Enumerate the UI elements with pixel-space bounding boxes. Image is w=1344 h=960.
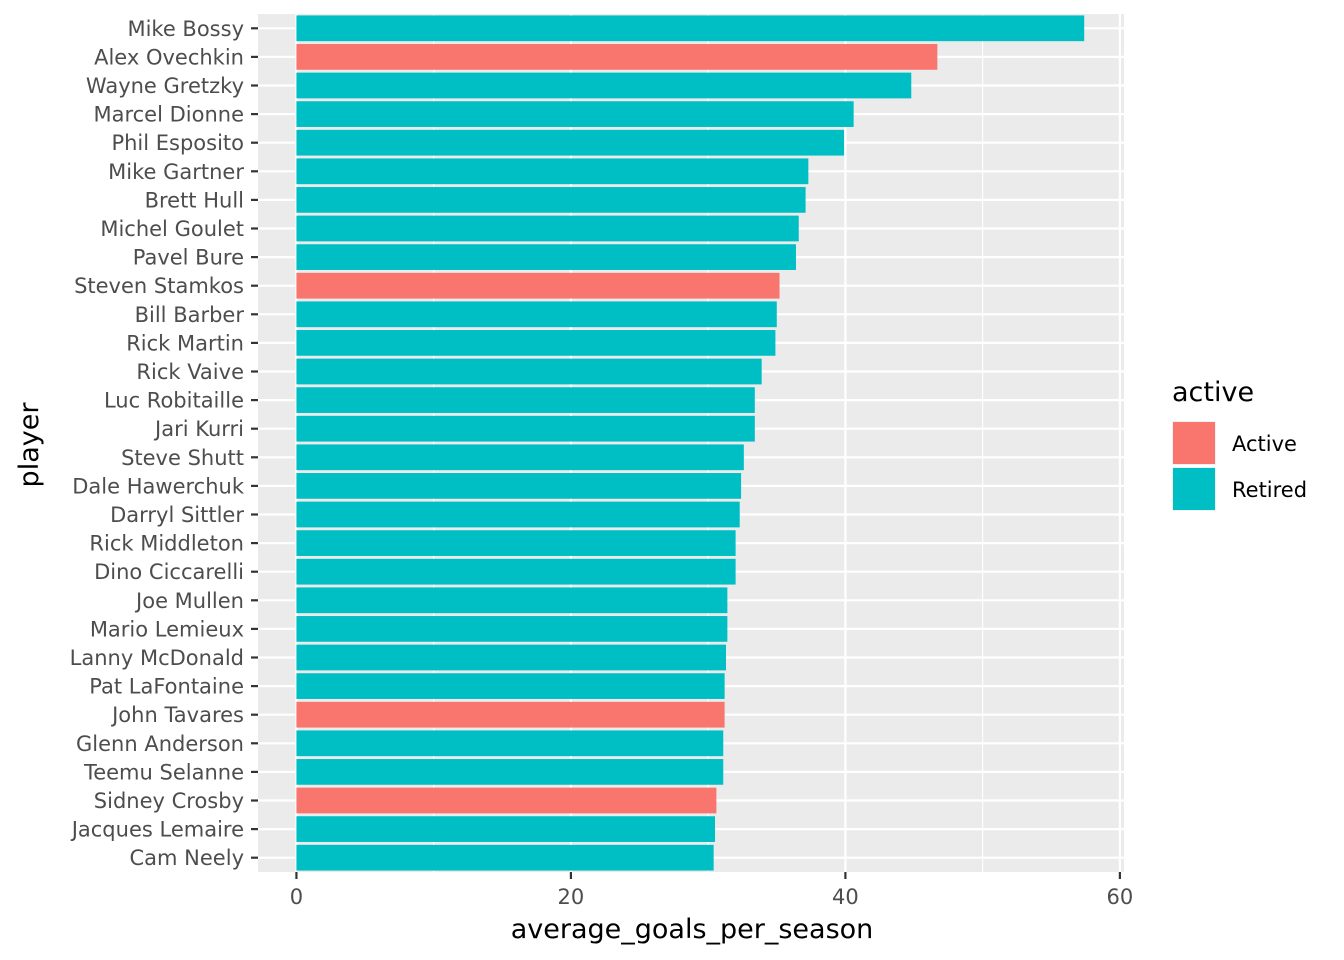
bar — [296, 473, 742, 499]
y-tick-label: Phil Esposito — [111, 131, 244, 155]
bar — [296, 673, 725, 699]
y-tick-label: Michel Goulet — [100, 217, 244, 241]
legend-label-retired: Retired — [1232, 478, 1307, 502]
bar — [296, 187, 806, 213]
y-tick-label: Mario Lemieux — [90, 617, 244, 641]
bar — [296, 558, 736, 585]
bar — [296, 101, 854, 127]
bar — [296, 415, 755, 442]
y-tick-label: Steve Shutt — [121, 446, 244, 470]
y-tick-label: Luc Robitaille — [104, 389, 244, 413]
y-tick-label: Lanny McDonald — [70, 646, 244, 670]
y-tick-label: Sidney Crosby — [94, 789, 244, 813]
bar — [296, 816, 716, 842]
y-tick-label: Cam Neely — [130, 846, 244, 870]
y-axis: Mike Bossy Alex Ovechkin Wayne Gretzky Marc… — [70, 17, 258, 870]
bar — [296, 701, 725, 728]
bar — [296, 844, 714, 871]
y-tick-label: Teemu Selanne — [83, 760, 244, 784]
x-tick-label: 0 — [290, 885, 303, 909]
y-tick-label: Darryl Sittler — [110, 503, 244, 527]
bar — [296, 330, 776, 356]
x-axis: 0 20 40 60 — [290, 872, 1134, 909]
y-tick-label: Glenn Anderson — [76, 732, 244, 756]
x-axis-title: average_goals_per_season — [511, 914, 874, 945]
y-tick-label: Rick Martin — [126, 331, 244, 355]
bar — [296, 158, 809, 185]
bar — [296, 501, 740, 528]
legend-swatch-active — [1173, 422, 1215, 464]
legend: active Active Retired — [1172, 377, 1307, 511]
bar — [296, 15, 1085, 42]
y-tick-label: Alex Ovechkin — [94, 45, 244, 69]
y-tick-label: Marcel Dionne — [93, 103, 244, 127]
legend-label-active: Active — [1232, 432, 1297, 456]
bar — [296, 272, 780, 299]
y-tick-label: Dino Ciccarelli — [94, 560, 244, 584]
bar — [296, 730, 724, 757]
y-tick-label: Joe Mullen — [134, 589, 244, 613]
y-tick-label: Bill Barber — [135, 303, 245, 327]
y-tick-label: Mike Bossy — [127, 17, 244, 41]
y-tick-label: Dale Hawerchuk — [72, 474, 245, 498]
bar — [296, 301, 777, 328]
x-tick-label: 60 — [1107, 885, 1134, 909]
y-tick-label: Pavel Bure — [133, 246, 244, 270]
x-tick-label: 40 — [832, 885, 859, 909]
bar — [296, 444, 744, 471]
y-axis-title: player — [14, 402, 45, 488]
bar — [296, 787, 717, 814]
bar — [296, 358, 762, 385]
bar — [296, 616, 728, 642]
bar — [296, 129, 845, 156]
legend-swatch-retired — [1173, 468, 1215, 510]
bar — [296, 587, 728, 614]
bar — [296, 244, 796, 270]
x-tick-label: 20 — [558, 885, 585, 909]
y-tick-label: Rick Vaive — [136, 360, 244, 384]
bars — [296, 15, 1085, 871]
bar — [296, 759, 724, 785]
bar — [296, 387, 755, 413]
legend-title: active — [1172, 377, 1254, 408]
y-tick-label: Mike Gartner — [108, 160, 244, 184]
bar — [296, 72, 912, 99]
y-tick-label: John Tavares — [110, 703, 244, 727]
bar — [296, 644, 726, 671]
y-tick-label: Brett Hull — [145, 188, 244, 212]
y-tick-label: Wayne Gretzky — [86, 74, 244, 98]
y-tick-label: Jari Kurri — [153, 417, 244, 441]
bar — [296, 215, 799, 242]
bar — [296, 530, 736, 556]
y-tick-label: Jacques Lemaire — [70, 818, 244, 842]
grid-minor — [433, 14, 984, 872]
y-tick-label: Rick Middleton — [89, 532, 244, 556]
bar — [296, 44, 938, 70]
plot-panel — [258, 14, 1124, 872]
y-tick-label: Steven Stamkos — [74, 274, 244, 298]
y-tick-label: Pat LaFontaine — [89, 675, 244, 699]
